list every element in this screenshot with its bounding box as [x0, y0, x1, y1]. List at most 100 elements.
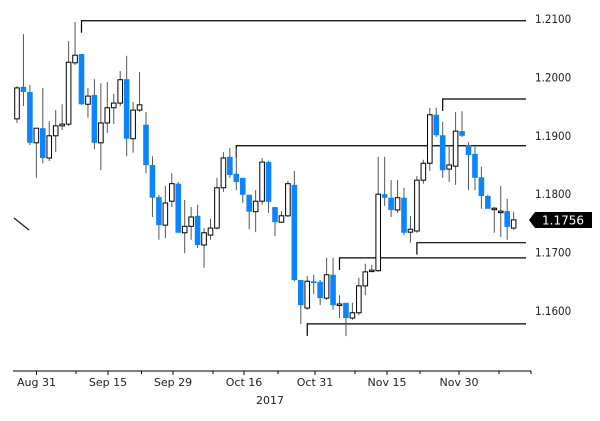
- candle-body-down: [272, 207, 278, 223]
- candle-body-up: [452, 130, 459, 167]
- candle-body-down: [143, 124, 149, 165]
- level-line: [306, 323, 526, 336]
- candle: [188, 207, 194, 240]
- candle: [220, 152, 227, 192]
- candle-body-down: [175, 183, 182, 233]
- candle: [375, 156, 381, 272]
- candle: [317, 280, 323, 306]
- candle-body-up: [252, 200, 259, 213]
- candle: [343, 302, 349, 337]
- candle: [427, 107, 433, 171]
- candle: [143, 111, 149, 174]
- candle: [504, 198, 510, 240]
- x-axis-year-label: 2017: [256, 394, 284, 407]
- candle: [162, 186, 169, 238]
- candle-body-up: [85, 95, 91, 105]
- candle-body-down: [401, 197, 407, 233]
- candle-body-down: [239, 177, 246, 195]
- candle-body-down: [504, 211, 510, 227]
- y-tick-label: 1.2000: [535, 70, 571, 84]
- candle-body-up: [510, 219, 517, 229]
- candle-body-up: [14, 87, 20, 120]
- candle-body-up: [446, 164, 452, 170]
- candle: [156, 194, 162, 240]
- candle: [78, 54, 85, 105]
- candle-body-up: [52, 125, 59, 137]
- candle-body-up: [356, 285, 362, 314]
- level-line: [80, 20, 526, 33]
- candle-body-down: [298, 280, 304, 306]
- y-axis: 1.2100 1.2000 1.1900 1.1800 1.1700 1.1600: [535, 12, 571, 318]
- candle: [310, 274, 317, 295]
- candle-body-down: [465, 145, 472, 156]
- candle-body-down: [233, 173, 240, 182]
- candle-body-down: [156, 197, 162, 226]
- candle-body-up: [72, 54, 78, 64]
- candle-body-down: [433, 114, 440, 136]
- candle: [362, 263, 369, 296]
- candle: [381, 156, 388, 206]
- candle-body-up: [420, 162, 427, 181]
- x-axis: Aug 31 Sep 15 Sep 29 Oct 16 Oct 31 Nov 15 Nov …: [13, 370, 532, 389]
- candle-body-down: [246, 194, 252, 212]
- x-tick-label: Oct 31: [297, 376, 334, 389]
- candle-body-up: [130, 109, 136, 140]
- candle-body-up: [117, 79, 124, 104]
- candle: [85, 87, 91, 118]
- candle: [349, 302, 356, 320]
- candle: [491, 207, 498, 233]
- candle: [175, 181, 182, 233]
- candle: [227, 148, 233, 178]
- candle: [14, 86, 20, 123]
- candle: [433, 107, 440, 137]
- level-line: [338, 257, 526, 270]
- candle: [52, 110, 59, 153]
- x-tick-label: Sep 29: [154, 376, 192, 389]
- candle: [181, 200, 188, 254]
- candle-body-down: [317, 281, 323, 299]
- candle: [169, 173, 175, 208]
- candle: [298, 280, 304, 324]
- candle-body-up: [181, 225, 188, 234]
- candle: [110, 93, 117, 125]
- candle-body-down: [485, 195, 491, 209]
- last-price-label: 1.1756: [542, 214, 584, 228]
- candle: [136, 72, 143, 112]
- candle-body-down: [227, 156, 233, 175]
- x-tick-label: Nov 30: [440, 376, 479, 389]
- y-tick-label: 1.1700: [535, 246, 571, 260]
- candle: [401, 187, 407, 236]
- candle: [291, 170, 298, 282]
- candle-body-down: [149, 165, 156, 198]
- candle-body-up: [207, 227, 214, 236]
- candle-body-up: [46, 135, 53, 159]
- candle: [510, 211, 517, 230]
- y-tick-label: 1.1900: [535, 129, 571, 143]
- candle: [394, 180, 401, 213]
- candle-body-up: [491, 207, 498, 211]
- candle-body-up: [162, 202, 169, 226]
- candle-body-up: [285, 183, 291, 217]
- candle: [407, 215, 414, 243]
- candle: [452, 111, 459, 185]
- candle-body-down: [20, 86, 27, 92]
- candle-body-down: [123, 79, 130, 139]
- support-resistance-lines: [80, 20, 526, 336]
- candle-body-down: [439, 135, 446, 171]
- candle-body-up: [169, 183, 175, 202]
- y-tick-label: 1.2100: [535, 12, 571, 26]
- candle-body-up: [368, 269, 375, 273]
- candle-body-up: [278, 215, 285, 223]
- candle-body-up: [497, 210, 504, 214]
- candle: [91, 79, 98, 150]
- candle-body-up: [214, 187, 220, 229]
- level-line: [442, 98, 526, 112]
- candles: [14, 21, 517, 337]
- candle-body-up: [427, 114, 433, 164]
- last-price-tag: 1.1756: [529, 212, 592, 228]
- candle: [368, 264, 375, 273]
- candle: [272, 207, 278, 237]
- candle-body-up: [362, 271, 369, 287]
- candle-body-up: [407, 228, 414, 233]
